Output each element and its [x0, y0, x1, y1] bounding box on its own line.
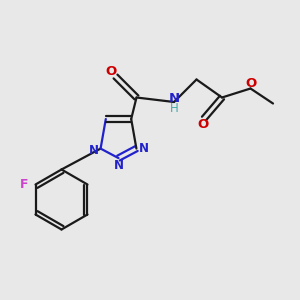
Text: H: H	[169, 102, 178, 115]
Text: F: F	[20, 178, 28, 191]
Text: N: N	[89, 144, 99, 157]
Text: O: O	[105, 64, 117, 78]
Text: N: N	[114, 159, 124, 172]
Text: O: O	[197, 118, 208, 131]
Text: N: N	[168, 92, 180, 105]
Text: N: N	[139, 142, 149, 155]
Text: O: O	[245, 77, 257, 90]
